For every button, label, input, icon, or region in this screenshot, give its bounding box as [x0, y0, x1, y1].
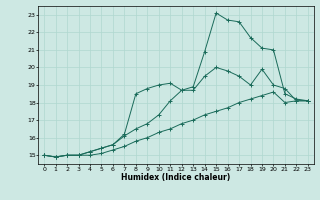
X-axis label: Humidex (Indice chaleur): Humidex (Indice chaleur): [121, 173, 231, 182]
